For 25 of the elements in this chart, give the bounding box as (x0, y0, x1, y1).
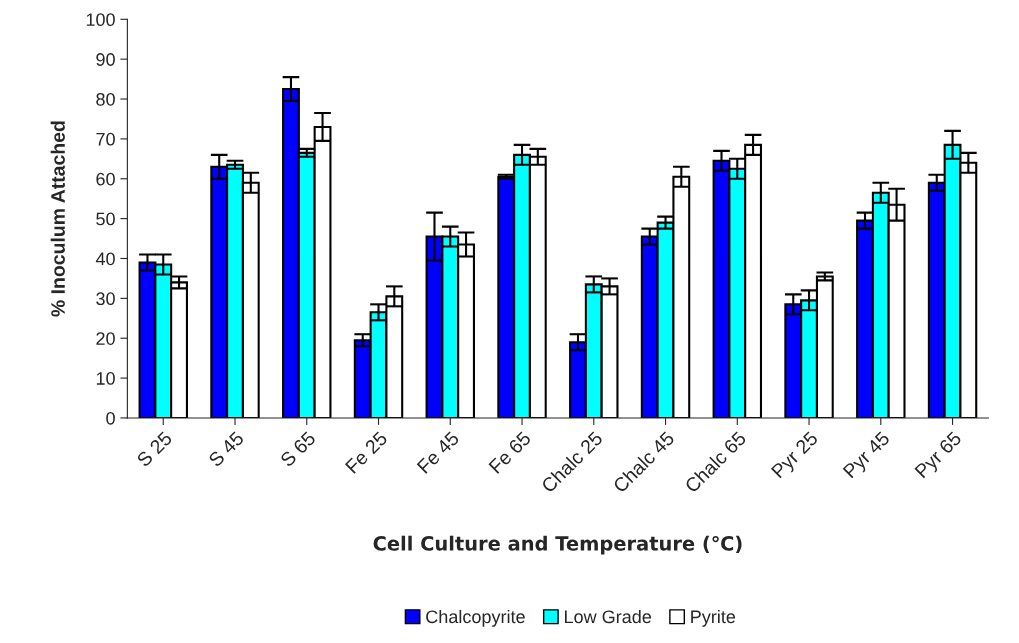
y-tick-label: 50 (96, 212, 115, 226)
y-tick-label: 60 (96, 172, 115, 186)
legend-label: Chalcopyrite (426, 609, 525, 627)
x-tick-label: Fe 25 (344, 430, 389, 474)
y-tick-label: 30 (96, 292, 115, 306)
x-tick-label: S 65 (279, 430, 317, 468)
y-tick-label: 40 (95, 252, 115, 266)
y-tick-label: 70 (96, 132, 115, 146)
x-tick-label: S 45 (207, 430, 245, 468)
x-tick-label: Pyr 45 (842, 430, 894, 482)
x-tick-label: Pyr 65 (914, 430, 965, 482)
y-tick-label: 80 (96, 92, 115, 106)
legend-label: Low Grade (564, 609, 652, 624)
legend-label: Pyrite (691, 609, 736, 627)
x-axis-title: Cell Culture and Temperature (℃) (373, 535, 742, 555)
x-tick-label: Pyr 25 (770, 430, 822, 482)
y-tick-label: 90 (96, 53, 115, 66)
y-tick-label: 100 (86, 13, 115, 27)
x-tick-label: Fe 65 (488, 430, 532, 474)
x-tick-label: S 25 (135, 430, 173, 468)
y-tick-label: 0 (106, 411, 115, 425)
y-axis-title: % Inoculum Attached (50, 121, 65, 317)
y-tick-label: 20 (96, 332, 115, 345)
y-tick-label: 10 (96, 372, 115, 385)
x-tick-label: Fe 45 (416, 430, 460, 474)
